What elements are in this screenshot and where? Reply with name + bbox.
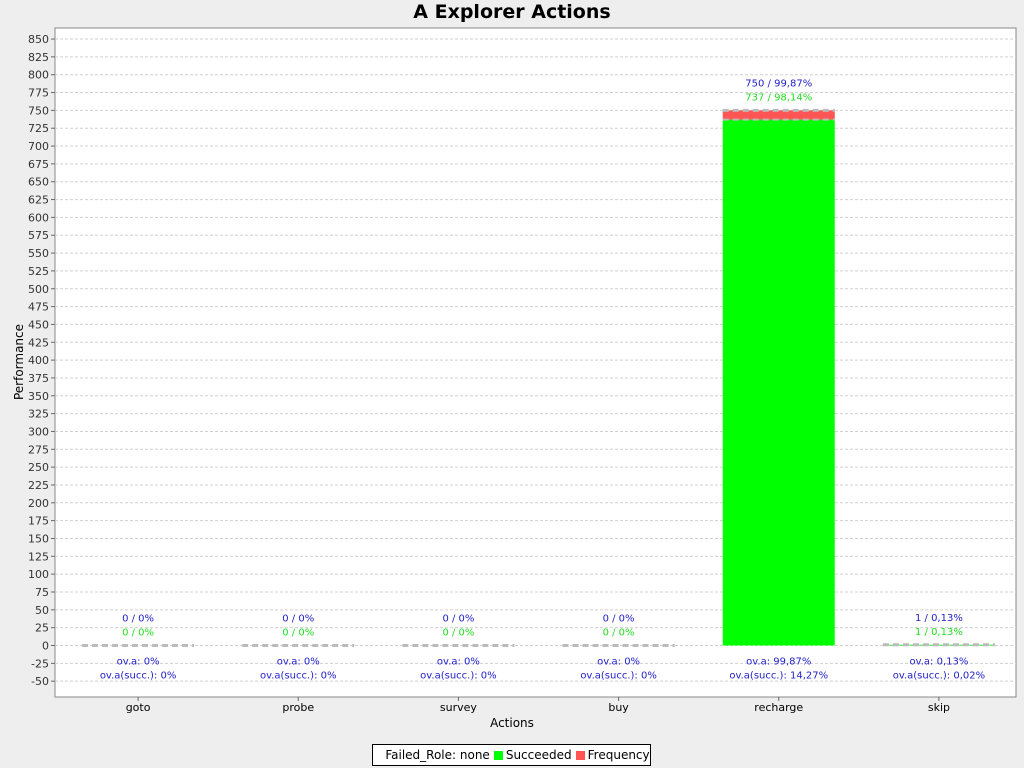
data-label-succeeded-recharge: 737 / 98,14% (745, 92, 812, 103)
data-label-succeeded-survey: 0 / 0% (442, 628, 474, 639)
y-tick-label: -50 (31, 675, 49, 688)
bar-frequency-recharge (722, 110, 835, 120)
data-label-frequency-probe: 0 / 0% (282, 614, 314, 625)
y-tick-label: 375 (28, 372, 49, 385)
legend-swatch-failed-role (373, 750, 383, 760)
y-tick-label: 425 (28, 336, 49, 349)
data-label-frequency-recharge: 750 / 99,87% (745, 78, 812, 89)
y-tick-label: -25 (31, 657, 49, 670)
data-label-ova-probe: ov.a: 0% (277, 657, 320, 668)
y-tick-label: 175 (28, 515, 49, 528)
data-label-ova-skip: ov.a: 0,13% (909, 657, 968, 668)
y-tick-label: 475 (28, 301, 49, 314)
legend-swatch-succeeded (493, 750, 503, 760)
data-label-frequency-buy: 0 / 0% (603, 614, 635, 625)
data-label-ova-buy: ov.a: 0% (597, 657, 640, 668)
y-tick-label: 725 (28, 122, 49, 135)
y-tick-label: 200 (28, 497, 49, 510)
data-label-ova-succ-survey: ov.a(succ.): 0% (420, 671, 497, 682)
x-tick-label: buy (608, 701, 629, 714)
y-tick-label: 625 (28, 194, 49, 207)
y-tick-label: 700 (28, 140, 49, 153)
y-tick-label: 775 (28, 87, 49, 100)
y-tick-label: 0 (42, 640, 49, 653)
data-label-ova-succ-probe: ov.a(succ.): 0% (260, 671, 337, 682)
y-tick-label: 575 (28, 229, 49, 242)
legend-swatch-frequency (575, 750, 585, 760)
bar-succeeded-recharge (722, 119, 835, 646)
y-tick-label: 800 (28, 69, 49, 82)
y-tick-label: 350 (28, 390, 49, 403)
y-tick-label: 650 (28, 176, 49, 189)
legend-label-succeeded: Succeeded (505, 748, 572, 762)
y-tick-label: 125 (28, 550, 49, 563)
y-tick-label: 600 (28, 211, 49, 224)
y-tick-label: 750 (28, 104, 49, 117)
legend-item-succeeded: Succeeded (493, 748, 572, 762)
legend: Failed_Role: none Succeeded Frequency (372, 744, 651, 766)
y-tick-label: 325 (28, 408, 49, 421)
y-tick-label: 250 (28, 461, 49, 474)
y-tick-label: 400 (28, 354, 49, 367)
y-tick-label: 75 (35, 586, 49, 599)
legend-label-frequency: Frequency (587, 748, 650, 762)
x-tick-label: recharge (754, 701, 803, 714)
data-label-succeeded-goto: 0 / 0% (122, 628, 154, 639)
plot-area (54, 27, 1017, 698)
legend-item-failed-role: Failed_Role: none (373, 748, 490, 762)
x-tick-label: skip (928, 701, 950, 714)
y-axis-label: Performance (12, 323, 26, 401)
data-label-frequency-survey: 0 / 0% (442, 614, 474, 625)
y-tick-label: 550 (28, 247, 49, 260)
data-label-ova-succ-goto: ov.a(succ.): 0% (100, 671, 177, 682)
y-tick-label: 225 (28, 479, 49, 492)
y-tick-label: 100 (28, 568, 49, 581)
data-label-ova-succ-recharge: ov.a(succ.): 14,27% (729, 671, 828, 682)
y-tick-label: 300 (28, 425, 49, 438)
chart-title: A Explorer Actions (413, 1, 611, 23)
data-label-frequency-goto: 0 / 0% (122, 614, 154, 625)
data-label-succeeded-skip: 1 / 0,13% (915, 627, 963, 638)
y-tick-label: 450 (28, 318, 49, 331)
y-tick-label: 150 (28, 532, 49, 545)
data-label-succeeded-probe: 0 / 0% (282, 628, 314, 639)
legend-item-frequency: Frequency (575, 748, 650, 762)
y-tick-label: 525 (28, 265, 49, 278)
x-tick-label: goto (126, 701, 151, 714)
data-label-ova-succ-buy: ov.a(succ.): 0% (580, 671, 657, 682)
x-tick-label: probe (282, 701, 314, 714)
x-axis-label: Actions (490, 716, 534, 730)
data-label-ova-goto: ov.a: 0% (117, 657, 160, 668)
y-tick-label: 275 (28, 443, 49, 456)
data-label-ova-succ-skip: ov.a(succ.): 0,02% (893, 671, 985, 682)
y-tick-label: 50 (35, 604, 49, 617)
y-tick-label: 825 (28, 51, 49, 64)
y-tick-label: 25 (35, 622, 49, 635)
data-label-frequency-skip: 1 / 0,13% (915, 613, 963, 624)
y-tick-label: 850 (28, 33, 49, 46)
data-label-succeeded-buy: 0 / 0% (603, 628, 635, 639)
x-tick-label: survey (440, 701, 478, 714)
y-tick-label: 675 (28, 158, 49, 171)
legend-label-failed-role: Failed_Role: none (385, 748, 490, 762)
data-label-ova-survey: ov.a: 0% (437, 657, 480, 668)
y-tick-label: 500 (28, 283, 49, 296)
data-label-ova-recharge: ov.a: 99,87% (746, 657, 811, 668)
